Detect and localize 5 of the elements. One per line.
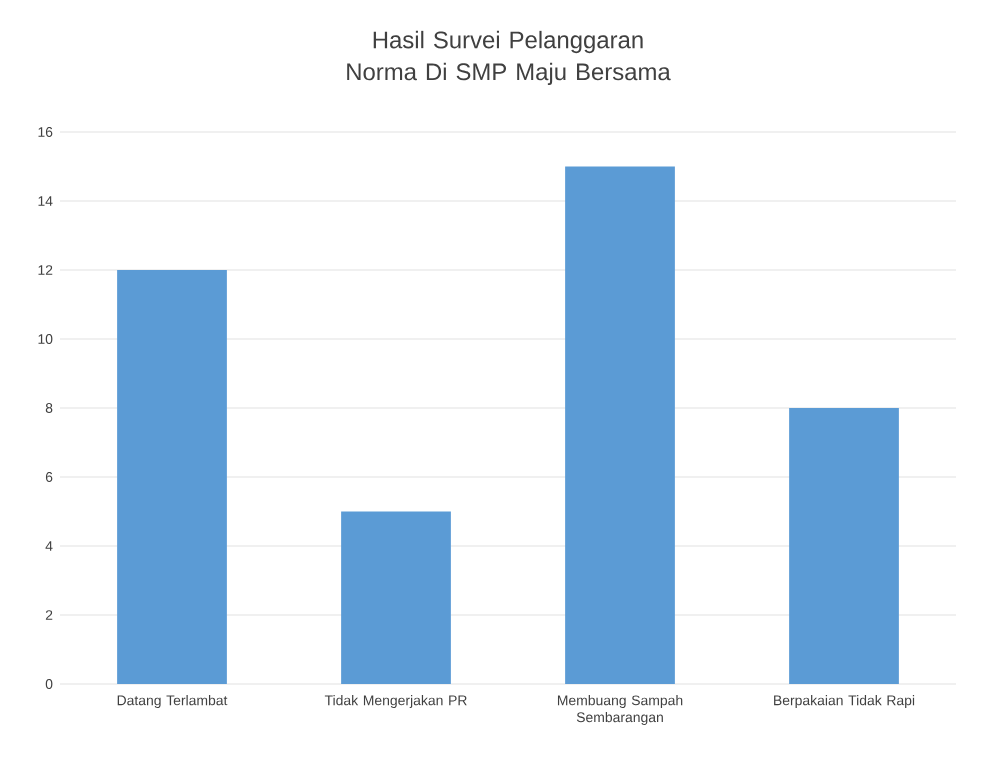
bar xyxy=(117,270,227,684)
bar xyxy=(341,511,451,684)
chart-title: Hasil Survei Pelanggaran Norma Di SMP Maju Bersama xyxy=(347,30,671,86)
bar xyxy=(565,166,675,684)
bar xyxy=(789,408,899,684)
